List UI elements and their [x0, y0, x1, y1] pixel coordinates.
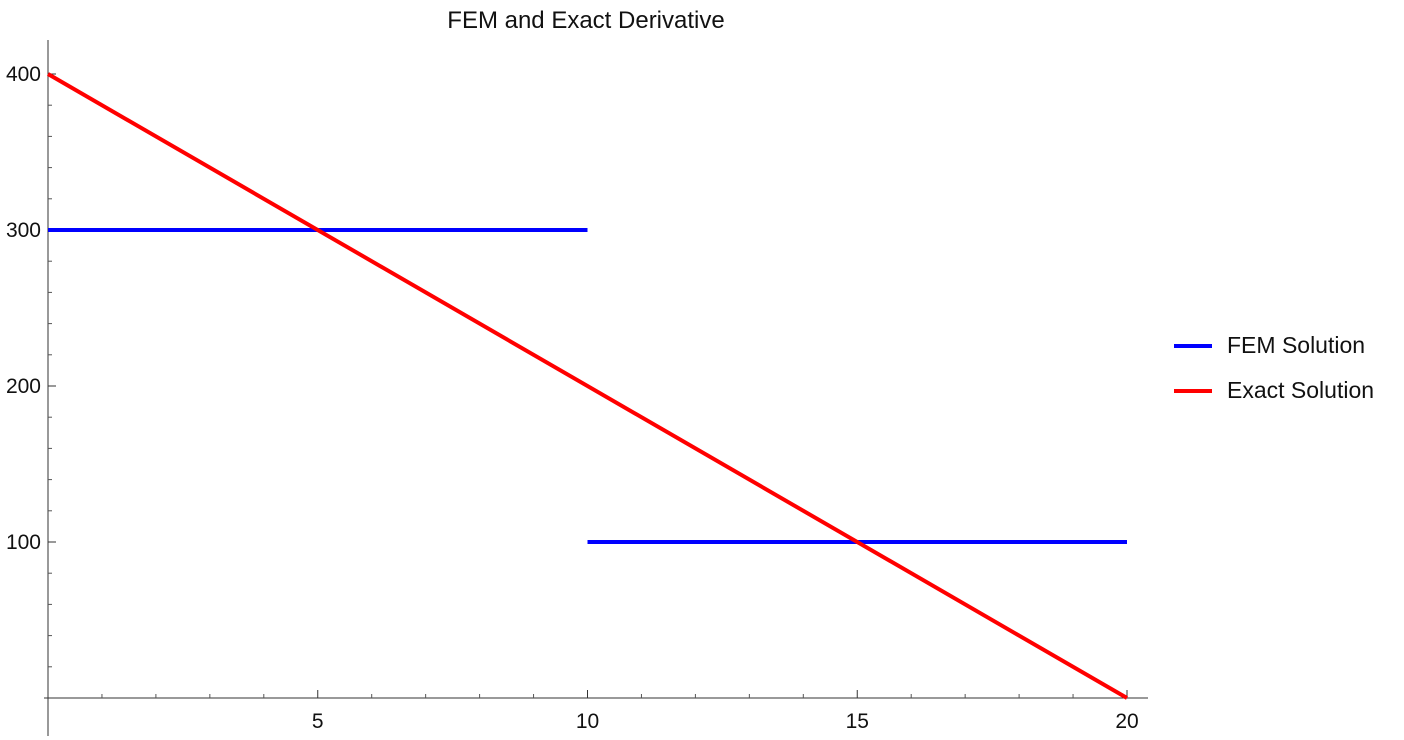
- legend: FEM Solution Exact Solution: [1174, 332, 1374, 403]
- legend-item-fem: FEM Solution: [1174, 332, 1365, 358]
- legend-label-exact: Exact Solution: [1227, 377, 1374, 403]
- y-tick-label: 400: [6, 63, 41, 86]
- x-tick-label: 10: [576, 710, 599, 733]
- tick-labels: 5 10 15 20 100 200 300 400: [6, 63, 1139, 733]
- exact-solution-line: [46, 72, 1129, 700]
- minor-ticks: [48, 104, 1074, 698]
- series-layer: [46, 72, 1129, 700]
- x-tick-label: 20: [1115, 710, 1138, 733]
- legend-item-exact: Exact Solution: [1174, 377, 1374, 403]
- x-tick-label: 5: [312, 710, 324, 733]
- legend-label-fem: FEM Solution: [1227, 332, 1365, 358]
- x-tick-label: 15: [846, 710, 869, 733]
- y-tick-label: 300: [6, 219, 41, 242]
- y-tick-label: 200: [6, 375, 41, 398]
- chart-title: FEM and Exact Derivative: [447, 7, 724, 34]
- y-tick-label: 100: [6, 531, 41, 554]
- axes: [44, 40, 1148, 736]
